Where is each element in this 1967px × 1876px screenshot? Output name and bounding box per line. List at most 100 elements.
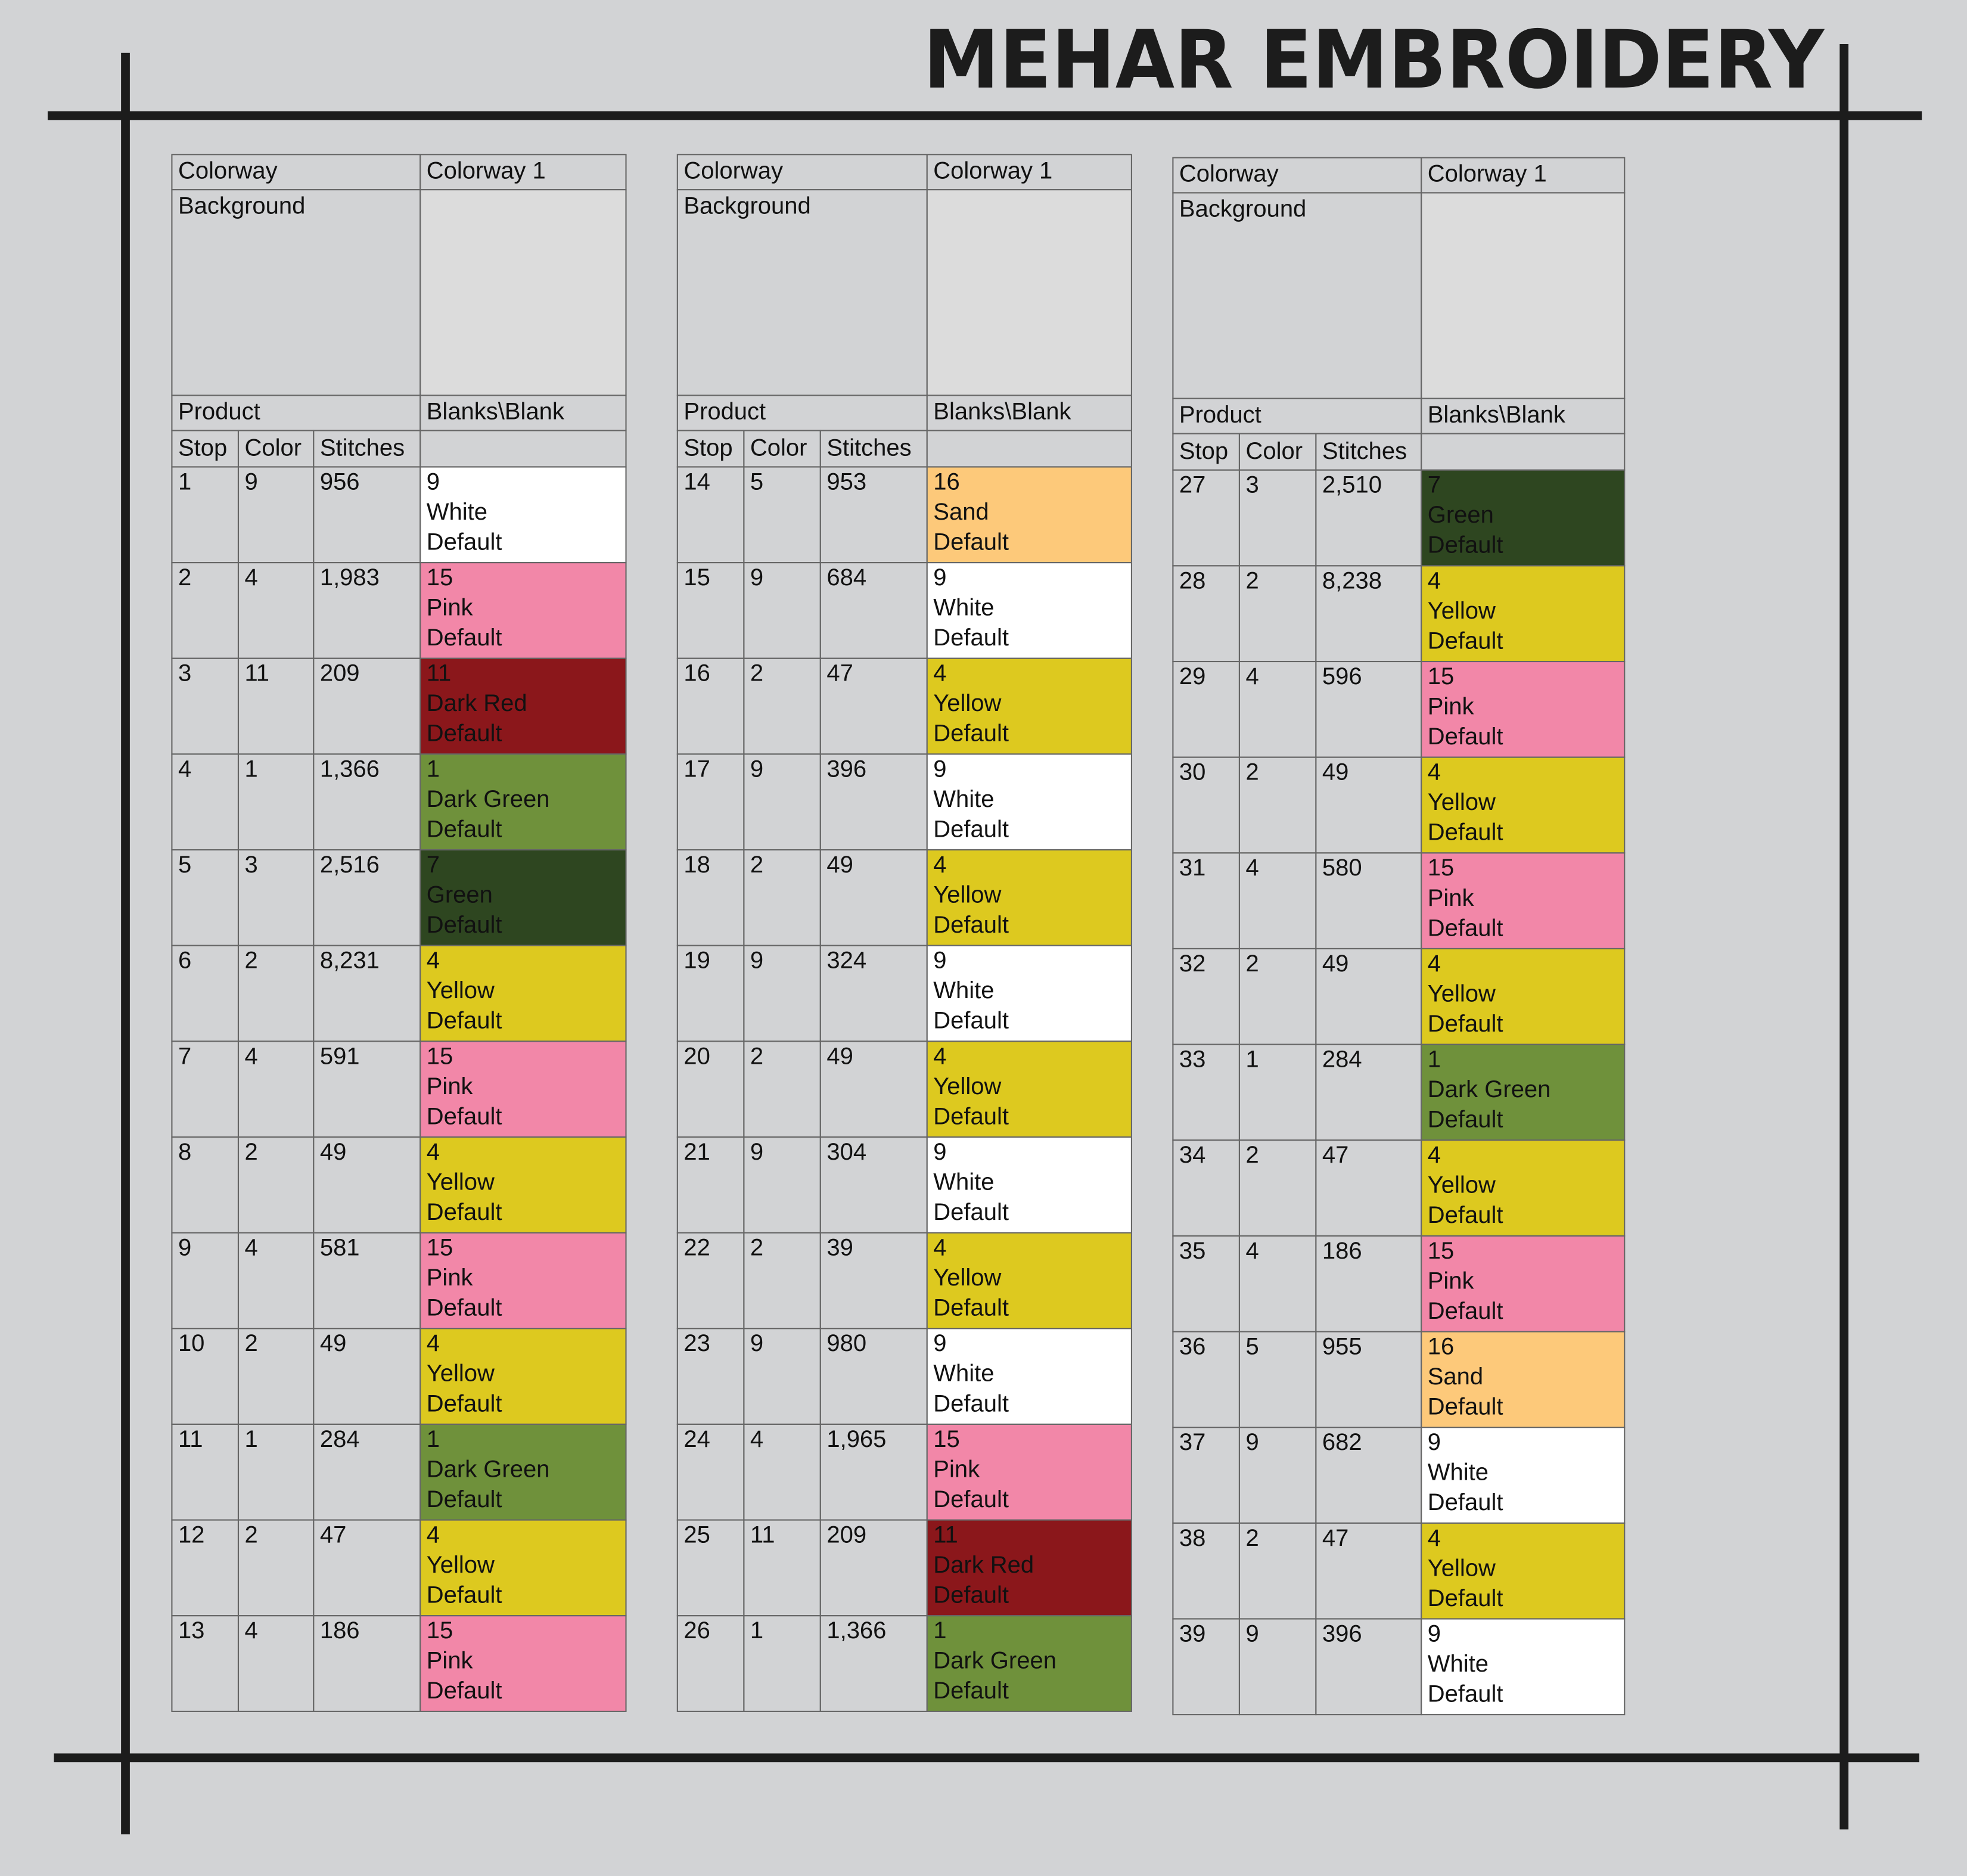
cell-text: 396 xyxy=(826,756,866,782)
cell-text: 13 xyxy=(178,1617,204,1644)
cell xyxy=(171,562,240,659)
cell-text: 1 xyxy=(750,1617,763,1644)
thread-text: 9 xyxy=(1428,1620,1441,1647)
thread-text: Default xyxy=(933,1008,1009,1034)
cell xyxy=(419,1328,627,1425)
cell xyxy=(676,1232,745,1330)
cell xyxy=(743,1423,821,1521)
cell-text: 9 xyxy=(750,756,763,782)
thread-text: Default xyxy=(1428,1298,1503,1324)
thread-text: Default xyxy=(1428,915,1503,941)
cell xyxy=(926,1136,1132,1234)
thread-text: White xyxy=(933,1361,994,1387)
cell xyxy=(419,849,627,946)
cell-text: 34 xyxy=(1179,1142,1205,1168)
cell xyxy=(1172,192,1422,399)
thread-text: Yellow xyxy=(933,1073,1001,1099)
cell-text: 209 xyxy=(826,1522,866,1548)
cell xyxy=(1421,1522,1626,1620)
column-header: Stop xyxy=(1179,438,1228,464)
cell xyxy=(1421,1043,1626,1141)
thread-text: Yellow xyxy=(1428,598,1496,624)
cell-text: 591 xyxy=(320,1043,360,1069)
cell xyxy=(819,1041,928,1138)
cell-text: 9 xyxy=(1245,1429,1258,1455)
thread-text: 15 xyxy=(427,1617,453,1644)
cell-text: 2 xyxy=(245,1139,258,1165)
cell-text: 49 xyxy=(320,1330,346,1356)
thread-text: Default xyxy=(933,529,1009,555)
value: Colorway 1 xyxy=(933,157,1052,184)
cell xyxy=(171,1136,240,1234)
thread-text: Pink xyxy=(1428,1268,1475,1294)
cell xyxy=(819,466,928,564)
cell xyxy=(926,430,1132,468)
cell-text: 5 xyxy=(1245,1333,1258,1359)
cell xyxy=(926,1519,1132,1617)
column-header: Color xyxy=(245,435,302,461)
cell-text: 4 xyxy=(245,1235,258,1261)
cell xyxy=(819,1232,928,1330)
cell xyxy=(171,395,421,431)
cell-text: 8,238 xyxy=(1322,567,1382,594)
thread-text: Default xyxy=(1428,1681,1503,1707)
cell-text: 11 xyxy=(245,660,270,687)
thread-text: White xyxy=(933,977,994,1004)
thread-text: 15 xyxy=(933,1426,959,1452)
cell xyxy=(237,1423,315,1521)
thread-text: Default xyxy=(933,1486,1009,1512)
thread-text: 15 xyxy=(427,1043,453,1069)
thread-text: 4 xyxy=(1428,759,1441,785)
cell xyxy=(237,1328,315,1425)
thread-text: Default xyxy=(427,1486,502,1512)
cell-text: 5 xyxy=(178,852,191,878)
cell xyxy=(1315,1522,1422,1620)
thread-text: Default xyxy=(1428,1202,1503,1228)
thread-text: 4 xyxy=(933,1235,946,1261)
cell-text: 37 xyxy=(1179,1429,1205,1455)
cell xyxy=(1172,397,1422,434)
cell xyxy=(237,562,315,659)
cell xyxy=(676,1423,745,1521)
cell-text: 2 xyxy=(1245,1142,1258,1168)
column-header: Stitches xyxy=(320,435,405,461)
cell-text: 4 xyxy=(178,756,191,782)
cell-text: 3 xyxy=(245,852,258,878)
thread-text: Default xyxy=(1428,723,1503,750)
thread-text: Default xyxy=(427,1582,502,1608)
value: Colorway 1 xyxy=(427,157,546,184)
thread-text: 9 xyxy=(933,1139,946,1165)
cell xyxy=(743,1232,821,1330)
cell xyxy=(237,1232,315,1330)
cell-text: 14 xyxy=(683,468,710,495)
cell xyxy=(419,395,627,431)
cell-text: 2 xyxy=(1245,567,1258,594)
thread-text: 7 xyxy=(427,852,440,878)
cell-text: 2 xyxy=(245,948,258,974)
cell xyxy=(926,1423,1132,1521)
cell-text: 28 xyxy=(1179,567,1205,594)
thread-text: Default xyxy=(933,1295,1009,1321)
thread-text: Default xyxy=(933,720,1009,747)
label: Background xyxy=(178,192,305,219)
thread-text: Default xyxy=(427,625,502,651)
thread-text: Default xyxy=(427,1103,502,1129)
thread-text: Yellow xyxy=(427,1361,495,1387)
cell-text: 9 xyxy=(750,948,763,974)
cell-text: 284 xyxy=(1322,1046,1362,1073)
thread-text: Yellow xyxy=(1428,980,1496,1007)
cell xyxy=(1315,852,1422,950)
thread-text: Green xyxy=(1428,502,1494,528)
cell xyxy=(1315,1331,1422,1428)
title: MEHAR EMBROIDERY xyxy=(923,13,1825,107)
cell xyxy=(1315,1235,1422,1333)
cell xyxy=(1421,433,1626,471)
thread-text: Default xyxy=(427,1199,502,1225)
cell xyxy=(1172,469,1241,567)
cell-text: 49 xyxy=(1322,951,1348,977)
cell xyxy=(676,562,745,659)
cell xyxy=(1238,660,1317,758)
cell-text: 3 xyxy=(1245,472,1258,498)
cell-text: 1,366 xyxy=(320,756,380,782)
cell-text: 11 xyxy=(750,1522,775,1548)
